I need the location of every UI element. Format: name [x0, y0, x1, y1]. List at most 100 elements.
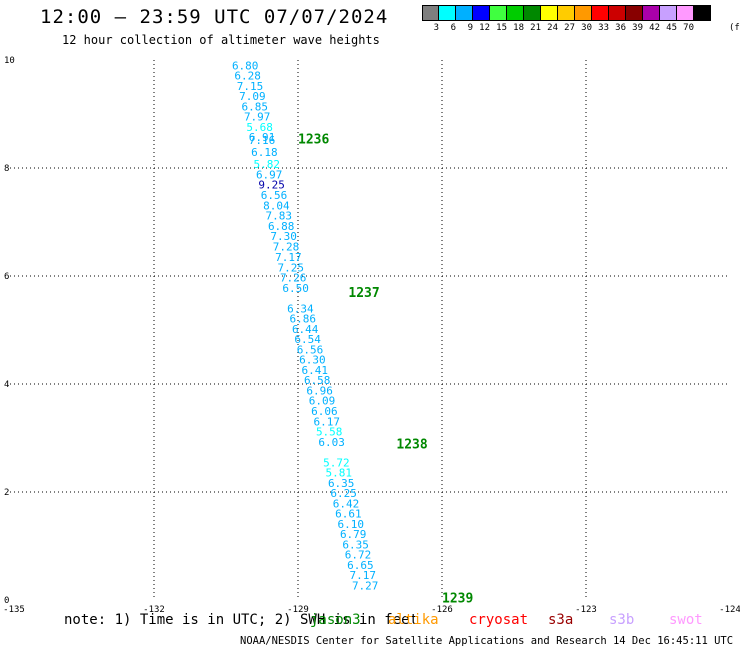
- wave-height-point: 5.81: [326, 467, 353, 480]
- chart-grid: [10, 60, 730, 600]
- wave-height-point: 6.18: [251, 146, 278, 159]
- wave-height-point: 7.17: [350, 569, 377, 582]
- wave-height-point: 6.41: [302, 364, 329, 377]
- color-scale-label: 27: [564, 23, 575, 33]
- wave-height-point: 9.25: [258, 179, 285, 192]
- wave-height-point: 7.17: [275, 251, 302, 264]
- wave-height-point: 6.06: [311, 405, 338, 418]
- y-tick-label: 0: [4, 596, 9, 606]
- wave-height-point: 5.68: [246, 121, 273, 134]
- time-label: 1239: [442, 591, 473, 606]
- wave-height-point: 6.35: [328, 477, 355, 490]
- y-tick-label: 8: [4, 164, 9, 174]
- wave-height-point: 7.26: [280, 272, 307, 285]
- color-scale-swatch: [592, 6, 609, 20]
- x-tick-label: -123: [575, 605, 597, 615]
- wave-height-point: 6.58: [304, 374, 331, 387]
- color-scale-swatch: [643, 6, 660, 20]
- wave-height-point: 7.97: [244, 111, 271, 124]
- wave-height-point: 7.09: [239, 90, 266, 103]
- x-tick-label: -135: [3, 605, 25, 615]
- wave-height-point: 6.85: [242, 100, 269, 113]
- wave-height-point: 6.72: [345, 549, 372, 562]
- legend-item-s3b: s3b: [609, 612, 635, 628]
- wave-height-points: 6.806.287.157.096.857.975.686.917.166.18…: [232, 59, 379, 592]
- wave-height-point: 6.44: [292, 323, 319, 336]
- wave-height-point: 7.83: [266, 210, 293, 223]
- wave-height-point: 7.28: [273, 240, 300, 253]
- wave-height-point: 7.15: [237, 80, 264, 93]
- color-scale-swatch: [524, 6, 541, 20]
- time-label: 1238: [396, 437, 427, 452]
- color-scale-label: 3: [433, 23, 439, 33]
- wave-height-point: 5.82: [254, 158, 281, 171]
- wave-height-point: 6.10: [338, 518, 365, 531]
- wave-height-point: 6.88: [268, 220, 295, 233]
- color-scale-swatch: [609, 6, 626, 20]
- legend-item-s3a: s3a: [548, 612, 574, 628]
- y-tick-label: 4: [4, 380, 9, 390]
- color-scale-labels: 3 6 9 12 15 18 21 24 27 30 33 36 39 42 45 70: [422, 23, 711, 33]
- wave-height-point: 6.56: [261, 189, 288, 202]
- wave-height-point: 6.96: [306, 384, 333, 397]
- color-scale-label: 30: [581, 23, 592, 33]
- color-scale-swatch: [660, 6, 677, 20]
- credit-line: NOAA/NESDIS Center for Satellite Applica…: [240, 635, 740, 647]
- color-scale-label: 15: [496, 23, 507, 33]
- footer-note: note: 1) Time is in UTC; 2) SWH is in fe…: [64, 612, 419, 628]
- wave-height-point: 6.28: [234, 70, 261, 83]
- wave-height-point: 6.79: [340, 528, 367, 541]
- color-scale-swatch: [456, 6, 473, 20]
- color-scale-label: 24: [547, 23, 558, 33]
- wave-height-point: 5.72: [323, 456, 350, 469]
- x-tick-label: -126: [431, 605, 453, 615]
- color-scale-label: 12: [479, 23, 490, 33]
- color-scale-label: 36: [615, 23, 626, 33]
- wave-height-point: 6.30: [299, 354, 326, 367]
- wave-height-point: 6.65: [347, 559, 374, 572]
- color-scale-label: 18: [513, 23, 524, 33]
- x-tick-label: -132: [143, 605, 165, 615]
- color-scale-label: 39: [632, 23, 643, 33]
- color-scale-label: 33: [598, 23, 609, 33]
- color-scale-swatch: [507, 6, 524, 20]
- wave-height-point: 6.56: [297, 343, 324, 356]
- legend-item-swot: swot: [669, 612, 703, 628]
- chart-title: 12:00 – 23:59 UTC 07/07/2024: [40, 6, 389, 28]
- wave-height-point: 6.86: [290, 313, 317, 326]
- wave-height-point: 6.17: [314, 415, 341, 428]
- legend-item-cryosat: cryosat: [469, 612, 529, 628]
- wave-height-point: 7.16: [249, 134, 276, 147]
- wave-height-point: 5.58: [316, 426, 343, 439]
- color-scale-label: 42: [649, 23, 660, 33]
- x-tick-label: -129: [287, 605, 309, 615]
- wave-height-point: 6.25: [330, 487, 357, 500]
- time-labels: 1236 1237 1238 1239: [298, 132, 473, 606]
- y-tick-label: 10: [4, 56, 15, 66]
- time-label: 1237: [348, 286, 379, 301]
- color-scale-swatch: [626, 6, 643, 20]
- wave-height-point: 6.61: [335, 508, 362, 521]
- color-scale-swatch: [473, 6, 490, 20]
- color-scale-swatch: [575, 6, 592, 20]
- color-scale-swatch: [541, 6, 558, 20]
- color-scale-swatch: [677, 6, 694, 20]
- color-scale-swatch: [694, 6, 711, 20]
- chart-subtitle: 12 hour collection of altimeter wave hei…: [62, 33, 380, 47]
- wave-height-point: 6.50: [282, 282, 309, 295]
- color-scale-swatch: [422, 6, 439, 20]
- color-scale-label: 6: [450, 23, 456, 33]
- color-scale-swatch: [490, 6, 507, 20]
- legend-item-jason3: jason3: [310, 612, 361, 628]
- wave-height-point: 7.30: [270, 230, 297, 243]
- color-scale-swatch: [439, 6, 456, 20]
- wave-height-point: 6.35: [342, 538, 369, 551]
- wave-height-point: 6.97: [256, 168, 283, 181]
- color-scale-swatch: [558, 6, 575, 20]
- wave-height-point: 8.04: [263, 199, 290, 212]
- y-tick-label: 2: [4, 488, 9, 498]
- wave-height-point: 6.03: [318, 436, 345, 449]
- color-scale-label: 45: [666, 23, 677, 33]
